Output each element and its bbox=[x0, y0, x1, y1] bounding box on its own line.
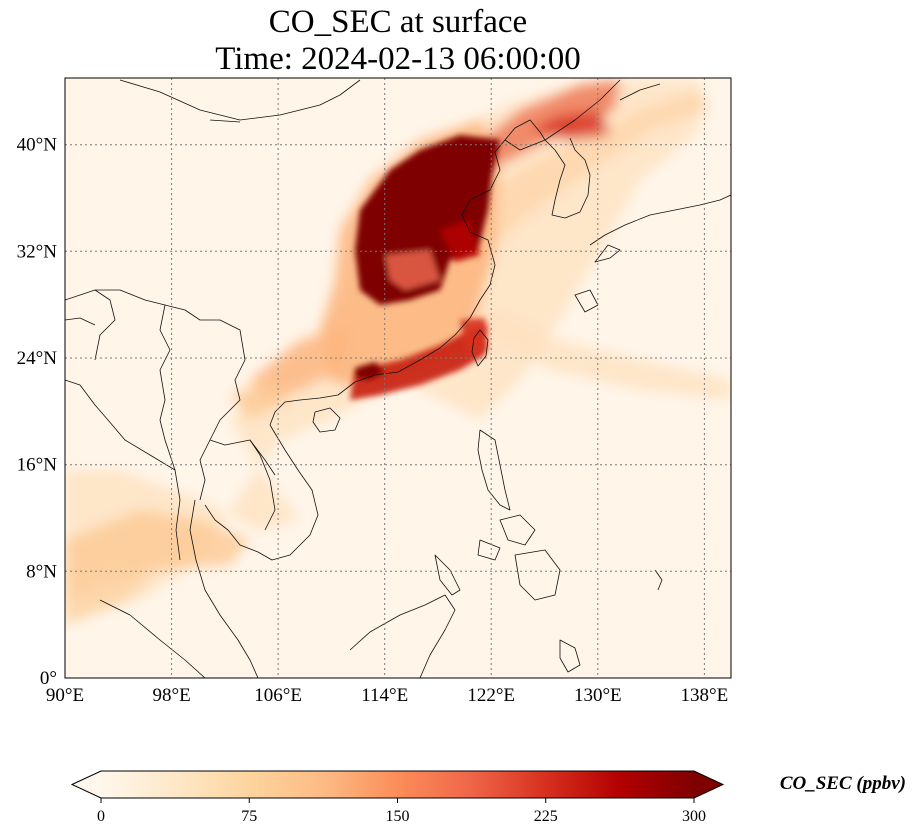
lat-tick-label: 24°N bbox=[17, 348, 58, 369]
colorbar-tick-label: 0 bbox=[97, 808, 105, 825]
lat-tick-label: 8°N bbox=[26, 561, 57, 582]
lon-tick-label: 130°E bbox=[574, 685, 622, 706]
lat-tick-label: 40°N bbox=[17, 135, 58, 156]
colorbar-tick-label: 225 bbox=[534, 808, 558, 825]
colorbar-extend-max bbox=[694, 771, 723, 798]
colorbar-tick-label: 300 bbox=[682, 808, 706, 825]
map-frame bbox=[64, 77, 732, 679]
lon-tick-label: 122°E bbox=[467, 685, 515, 706]
lon-tick-label: 106°E bbox=[254, 685, 302, 706]
lat-tick-label: 0° bbox=[40, 668, 57, 689]
colorbar-title: CO_SEC (ppbv) bbox=[780, 773, 906, 794]
gridlines bbox=[65, 78, 731, 678]
lon-tick-label: 138°E bbox=[681, 685, 729, 706]
colorbar-gradient bbox=[101, 771, 694, 798]
concentration-field bbox=[65, 80, 731, 625]
lon-tick-label: 90°E bbox=[46, 685, 84, 706]
lon-tick-label: 98°E bbox=[152, 685, 190, 706]
colorbar: 0 75 150 225 300 CO_SEC (ppbv) bbox=[70, 770, 906, 825]
lat-tick-label: 16°N bbox=[17, 455, 58, 476]
lon-tick-labels: 90°E 98°E 106°E 114°E 122°E 130°E 138°E bbox=[46, 685, 728, 706]
map-title: CO_SEC at surface bbox=[268, 4, 528, 40]
colorbar-tick-label: 75 bbox=[241, 808, 257, 825]
coastlines bbox=[65, 79, 731, 678]
lat-tick-label: 32°N bbox=[17, 241, 58, 262]
colorbar-extend-min bbox=[72, 771, 101, 798]
lat-tick-labels: 0° 8°N 16°N 24°N 32°N 40°N bbox=[17, 135, 58, 689]
map-panel bbox=[65, 78, 731, 678]
map-subtitle-time: Time: 2024-02-13 06:00:00 bbox=[215, 41, 581, 77]
lon-tick-label: 114°E bbox=[361, 685, 408, 706]
colorbar-tick-label: 150 bbox=[386, 808, 410, 825]
